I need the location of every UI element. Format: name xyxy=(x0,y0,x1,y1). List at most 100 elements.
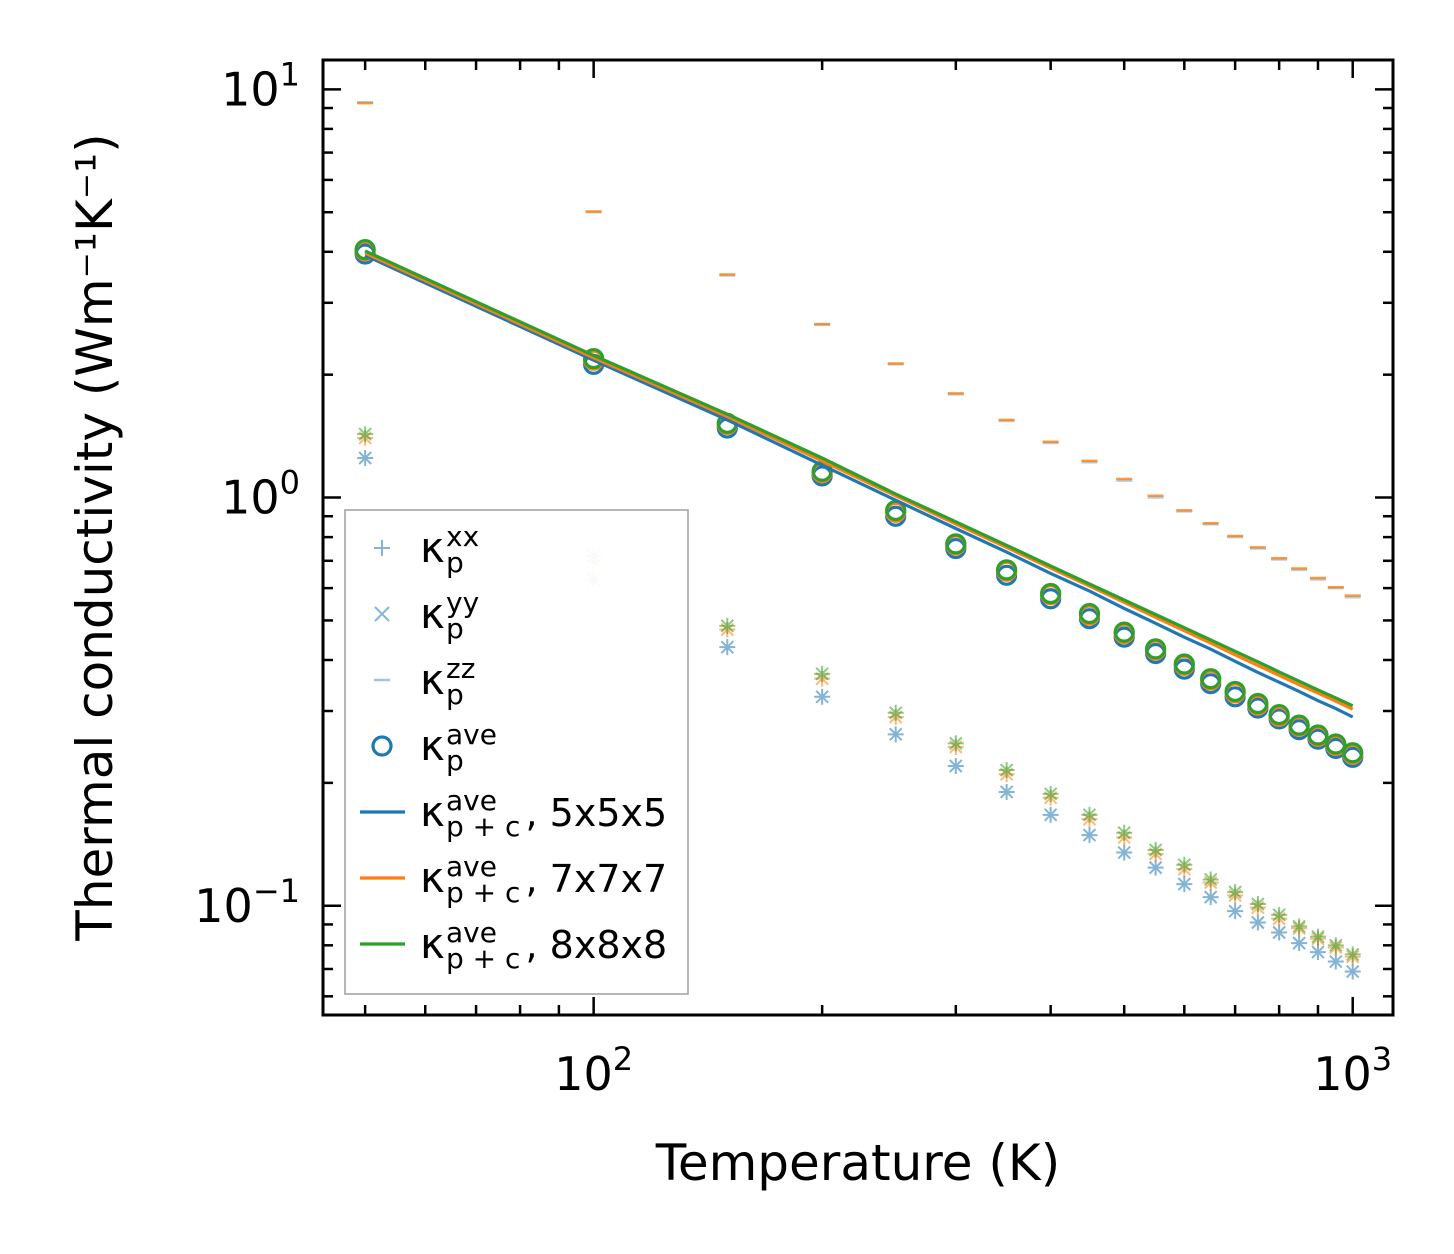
data-point-cross xyxy=(998,762,1015,779)
legend-suffix: , 5x5x5 xyxy=(526,791,668,835)
data-point-cross xyxy=(1249,914,1266,931)
x-tick-label: 103 xyxy=(1313,1040,1392,1101)
cross-d2 xyxy=(1329,938,1343,953)
data-point-cross xyxy=(1291,935,1308,952)
data-point-circle xyxy=(1173,653,1195,675)
cross-d2 xyxy=(1148,860,1163,875)
data-point-circle xyxy=(1325,733,1347,755)
data-point-cross xyxy=(1202,889,1219,906)
legend-superscript: xx xyxy=(446,520,479,553)
legend-superscript: ave xyxy=(446,916,497,949)
legend-entry: κ zzp xyxy=(374,652,475,711)
cross-d2 xyxy=(1082,808,1097,822)
data-point-circle xyxy=(996,559,1018,581)
cross-d2 xyxy=(1329,954,1343,969)
data-point-cross xyxy=(814,688,831,705)
data-point-circle xyxy=(354,238,376,261)
legend-superscript: ave xyxy=(446,784,497,817)
cross-d2 xyxy=(1272,908,1286,922)
legend-suffix: , 7x7x7 xyxy=(526,857,668,901)
cross-d2 xyxy=(1177,877,1192,891)
cross-d2 xyxy=(1043,808,1058,822)
legend-suffix: , 8x8x8 xyxy=(526,923,668,967)
cross-d2 xyxy=(1292,936,1306,950)
cross-d2 xyxy=(815,690,829,704)
legend-circle xyxy=(371,735,393,757)
data-point-cross xyxy=(1042,806,1059,823)
data-point-circle xyxy=(1040,582,1062,605)
data-point-circle xyxy=(1224,680,1246,703)
y-axis-label: Thermal conductivity (Wm⁻¹K⁻¹) xyxy=(66,133,124,941)
cross-d2 xyxy=(999,763,1014,777)
y-tick-label: 101 xyxy=(221,55,300,116)
data-point-cross xyxy=(1081,827,1098,844)
data-point-cross xyxy=(814,665,831,682)
data-point-cross xyxy=(1147,841,1164,858)
data-point-cross xyxy=(1176,876,1193,893)
cross-d2 xyxy=(1117,845,1131,860)
cross-d2 xyxy=(999,785,1014,799)
cross-d2 xyxy=(1082,828,1097,842)
series-line xyxy=(364,251,1354,711)
data-point-cross xyxy=(1081,806,1098,823)
data-point-cross xyxy=(1291,918,1308,935)
cross-d2 xyxy=(949,759,963,773)
cross-d2 xyxy=(358,427,372,441)
data-point-cross xyxy=(1116,824,1133,841)
legend-superscript: ave xyxy=(446,850,497,883)
cross-d2 xyxy=(1251,897,1265,911)
cross-d2 xyxy=(1346,964,1360,979)
data-point-cross xyxy=(947,757,964,774)
data-point-cross xyxy=(1227,903,1244,920)
y-tick-label: 100 xyxy=(221,464,300,525)
cross-d2 xyxy=(1228,885,1242,899)
data-point-cross xyxy=(887,726,904,743)
cross-d2 xyxy=(1272,925,1286,940)
cross-d2 xyxy=(1148,843,1163,857)
legend-symbol: κ xyxy=(420,853,445,902)
data-point-cross xyxy=(1176,856,1193,873)
data-point-cross xyxy=(887,704,904,721)
legend-box xyxy=(344,509,689,995)
data-point-circle xyxy=(1145,638,1167,660)
data-point-circle xyxy=(1200,668,1222,690)
data-point-cross xyxy=(1116,844,1133,861)
cross-d2 xyxy=(1311,945,1325,959)
series-9 xyxy=(364,251,1354,711)
legend-superscript: zz xyxy=(446,652,475,685)
data-point-cross xyxy=(719,617,736,634)
data-point-circle xyxy=(1288,714,1310,736)
plot-frame xyxy=(321,58,1395,1017)
cross-d2 xyxy=(1203,890,1218,904)
data-point-circle xyxy=(1268,703,1290,726)
cross-d2 xyxy=(1117,825,1131,840)
legend-symbol: κ xyxy=(420,655,445,704)
data-point-cross xyxy=(357,426,374,443)
legend-symbol: κ xyxy=(420,919,445,968)
data-point-cross xyxy=(719,639,736,656)
data-point-cross xyxy=(1344,946,1361,963)
cross-d2 xyxy=(1346,947,1360,962)
data-point-cross xyxy=(1344,963,1361,980)
legend-entry: κ xxp xyxy=(374,520,479,579)
legend-subscript: p xyxy=(446,678,464,711)
data-point-cross xyxy=(1202,871,1219,888)
data-point-cross xyxy=(947,735,964,752)
data-point-circle xyxy=(1078,602,1101,625)
y-tick-label: 10−1 xyxy=(194,872,300,933)
cross-d2 xyxy=(888,706,903,720)
legend-subscript: p + c xyxy=(446,876,520,909)
cross-d2 xyxy=(358,451,372,465)
data-point-circle xyxy=(1307,724,1329,746)
cross-d2 xyxy=(1292,919,1306,934)
legend-subscript: p + c xyxy=(446,942,520,975)
cross-d2 xyxy=(949,736,963,751)
data-point-circle xyxy=(1247,692,1269,715)
data-point-cross xyxy=(1327,953,1344,970)
data-point-cross xyxy=(998,783,1015,800)
data-point-circle xyxy=(945,533,967,555)
data-point-cross xyxy=(1147,859,1164,876)
